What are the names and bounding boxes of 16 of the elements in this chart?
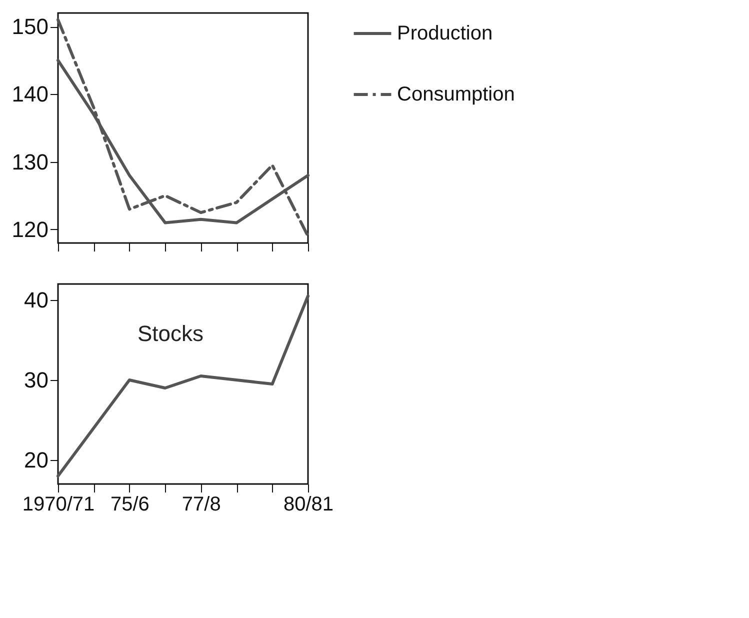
- line-series: [56, 18, 310, 238]
- x-tick-label: 1970/71: [22, 494, 95, 516]
- legend-label: Production: [397, 22, 493, 44]
- y-tick-label: 20: [24, 448, 48, 472]
- y-tick-label: 30: [24, 368, 48, 392]
- y-tick-label: 120: [12, 216, 48, 242]
- x-tick-label: 75/6: [110, 494, 150, 516]
- line-series: [56, 294, 310, 478]
- legend-label: Consumption: [397, 84, 515, 106]
- y-tick-label: 140: [12, 82, 48, 107]
- y-tick-label: 40: [24, 288, 48, 312]
- y-tick-label: 150: [12, 14, 48, 40]
- y-tick-label: 130: [12, 149, 48, 174]
- x-tick-label: 77/8: [182, 494, 221, 516]
- x-tick-label: 80/81: [283, 494, 334, 516]
- series-label: Stocks: [137, 321, 204, 346]
